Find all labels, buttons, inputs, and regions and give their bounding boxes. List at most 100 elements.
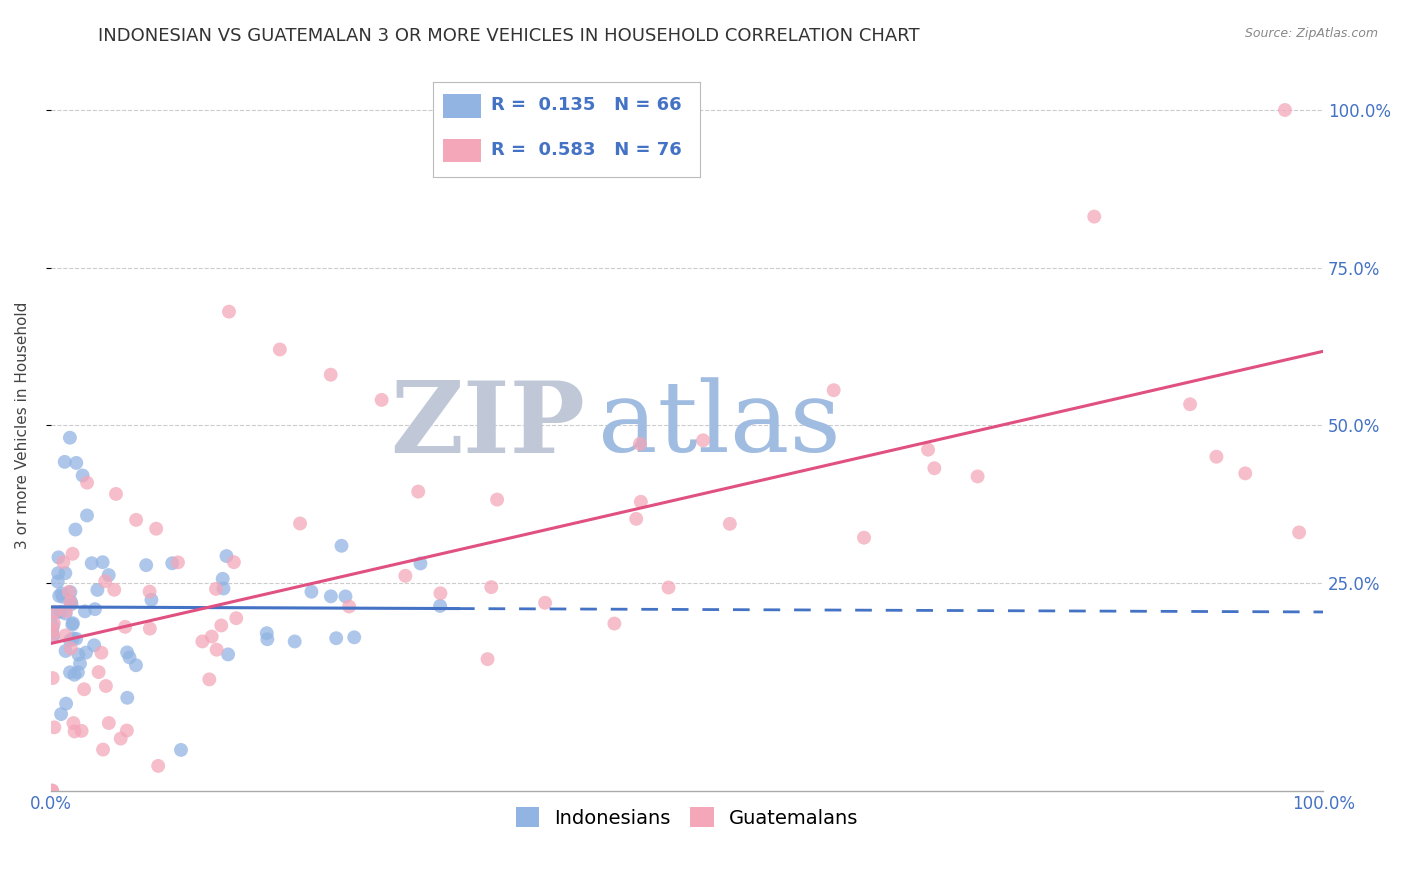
Point <box>148 759 170 773</box>
Point <box>49 707 72 722</box>
Point <box>125 513 148 527</box>
Point <box>62 547 84 561</box>
Point <box>44 605 66 619</box>
Point <box>70 723 93 738</box>
Point <box>630 495 652 509</box>
Point <box>628 437 651 451</box>
Point <box>84 602 107 616</box>
Point <box>325 631 347 645</box>
Point <box>73 604 96 618</box>
Point <box>59 595 82 609</box>
Point <box>288 516 311 531</box>
Point <box>83 638 105 652</box>
Point <box>44 720 66 734</box>
Point <box>718 516 741 531</box>
Point <box>91 555 114 569</box>
Point <box>60 597 83 611</box>
Point <box>409 557 432 571</box>
Point <box>65 632 87 646</box>
Point <box>917 442 939 457</box>
Text: atlas: atlas <box>598 377 841 473</box>
Point <box>97 568 120 582</box>
Point <box>118 650 141 665</box>
Point <box>49 605 72 619</box>
Point <box>103 582 125 597</box>
Point <box>55 604 77 618</box>
Point <box>42 618 65 632</box>
Point <box>114 620 136 634</box>
Point <box>41 671 63 685</box>
Point <box>59 665 82 680</box>
Point <box>90 646 112 660</box>
Point <box>335 590 357 604</box>
Point <box>62 632 84 646</box>
Point <box>330 539 353 553</box>
Text: INDONESIAN VS GUATEMALAN 3 OR MORE VEHICLES IN HOUSEHOLD CORRELATION CHART: INDONESIAN VS GUATEMALAN 3 OR MORE VEHIC… <box>98 27 920 45</box>
Point <box>44 606 66 620</box>
Point <box>66 665 89 680</box>
Point <box>51 586 73 600</box>
Point <box>117 690 139 705</box>
Point <box>48 550 70 565</box>
Y-axis label: 3 or more Vehicles in Household: 3 or more Vehicles in Household <box>15 301 30 549</box>
Point <box>853 531 876 545</box>
Point <box>94 574 117 589</box>
Point <box>52 555 75 569</box>
Point <box>256 626 278 640</box>
Point <box>41 624 63 638</box>
Point <box>211 572 233 586</box>
Point <box>139 622 162 636</box>
Point <box>479 580 502 594</box>
Point <box>42 615 65 630</box>
Point <box>1288 525 1310 540</box>
Point <box>41 783 63 797</box>
Point <box>141 592 163 607</box>
Point <box>87 665 110 679</box>
Point <box>477 652 499 666</box>
Point <box>94 679 117 693</box>
Point <box>115 723 138 738</box>
Point <box>69 657 91 671</box>
Point <box>59 633 82 648</box>
Point <box>59 585 82 599</box>
Point <box>115 645 138 659</box>
Point <box>63 724 86 739</box>
Point <box>48 589 70 603</box>
Legend: Indonesians, Guatemalans: Indonesians, Guatemalans <box>508 799 866 836</box>
Point <box>823 383 845 397</box>
Point <box>46 566 69 581</box>
Point <box>125 658 148 673</box>
Point <box>486 492 509 507</box>
Point <box>59 431 82 445</box>
Point <box>1083 210 1105 224</box>
Point <box>205 582 228 596</box>
Point <box>52 590 75 604</box>
Point <box>370 392 392 407</box>
Point <box>46 574 69 589</box>
Point <box>924 461 946 475</box>
Point <box>41 623 63 637</box>
Point <box>1205 450 1227 464</box>
Point <box>624 512 647 526</box>
Point <box>603 616 626 631</box>
Point <box>55 697 77 711</box>
Point <box>59 596 82 610</box>
Text: ZIP: ZIP <box>391 376 585 474</box>
Point <box>657 581 679 595</box>
Point <box>76 475 98 490</box>
Point <box>110 731 132 746</box>
Point <box>191 634 214 648</box>
Point <box>76 508 98 523</box>
Point <box>67 648 90 662</box>
Point <box>205 642 228 657</box>
Point <box>65 523 87 537</box>
Point <box>1274 103 1296 117</box>
Point <box>53 455 76 469</box>
Point <box>343 630 366 644</box>
Point <box>41 783 63 797</box>
Point <box>91 742 114 756</box>
Point <box>215 549 238 563</box>
Point <box>145 522 167 536</box>
Point <box>1178 397 1201 411</box>
Point <box>62 716 84 731</box>
